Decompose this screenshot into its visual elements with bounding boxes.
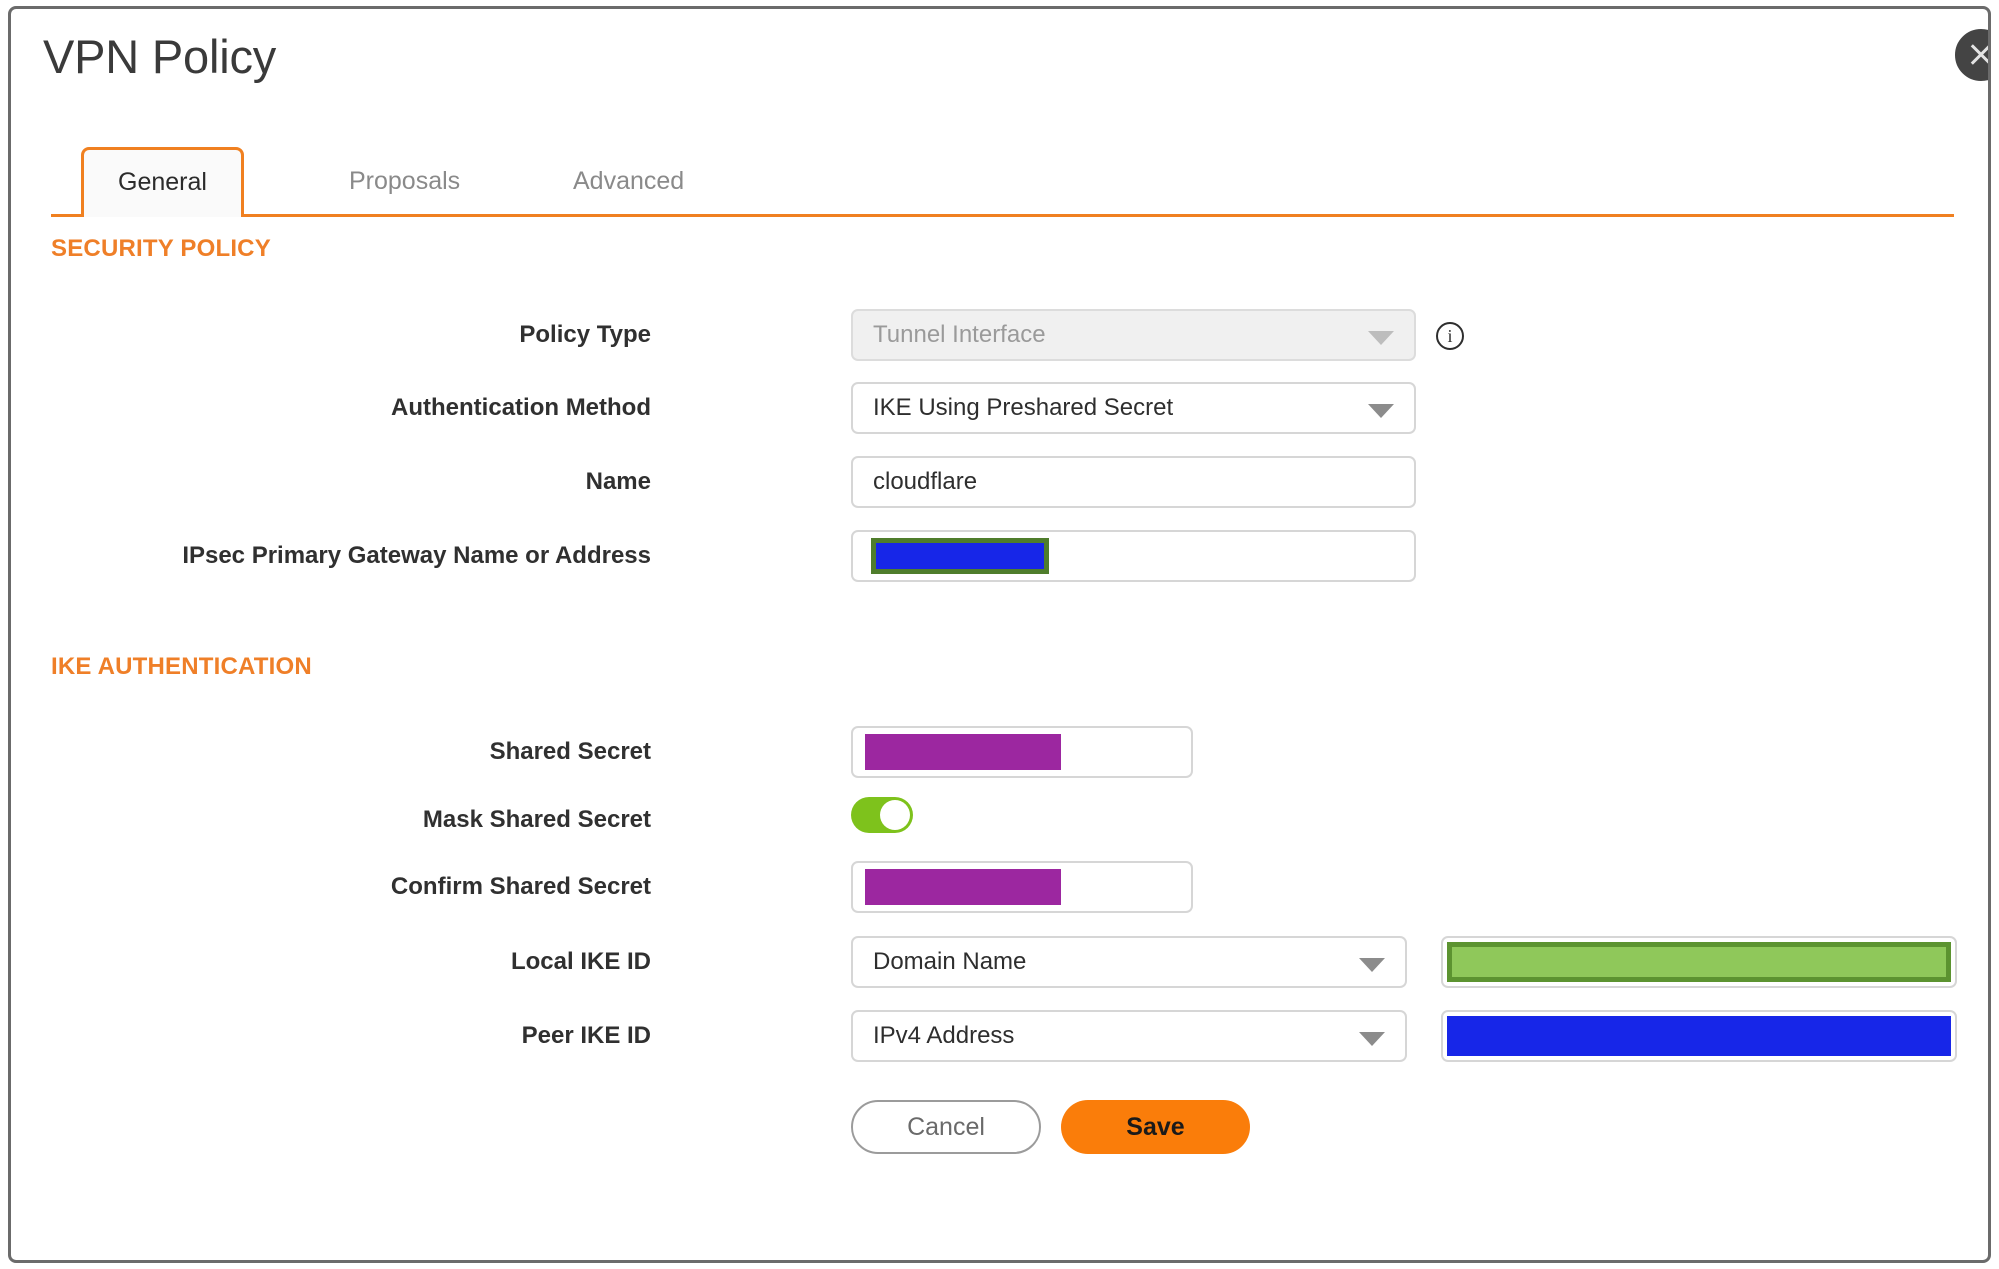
info-icon[interactable]: i — [1436, 322, 1464, 350]
redaction-block-local-ike-id — [1447, 942, 1951, 982]
local-ike-id-select[interactable]: Domain Name — [851, 936, 1407, 988]
peer-ike-id-value-input[interactable] — [1441, 1010, 1957, 1062]
authentication-method-select[interactable]: IKE Using Preshared Secret — [851, 382, 1416, 434]
chevron-down-icon — [1359, 958, 1385, 972]
label-ipsec-gateway: IPsec Primary Gateway Name or Address — [182, 542, 651, 569]
label-local-ike-id: Local IKE ID — [510, 948, 651, 975]
name-value: cloudflare — [873, 468, 978, 495]
tab-proposals[interactable]: Proposals — [349, 167, 461, 195]
label-mask-shared-secret: Mask Shared Secret — [422, 806, 651, 833]
policy-type-value: Tunnel Interface — [873, 321, 1046, 348]
policy-type-select[interactable]: Tunnel Interface — [851, 309, 1416, 361]
section-heading-security-policy: SECURITY POLICY — [51, 235, 271, 262]
shared-secret-input[interactable] — [851, 726, 1193, 778]
cancel-button[interactable]: Cancel — [851, 1100, 1041, 1154]
close-icon[interactable] — [1952, 26, 1988, 84]
local-ike-id-value: Domain Name — [873, 948, 1027, 975]
label-confirm-shared-secret: Confirm Shared Secret — [390, 873, 651, 900]
redaction-block-confirm-shared-secret — [865, 869, 1061, 905]
tab-advanced[interactable]: Advanced — [573, 167, 685, 195]
section-heading-ike-authentication: IKE AUTHENTICATION — [51, 653, 312, 680]
local-ike-id-value-input[interactable] — [1441, 936, 1957, 988]
ipsec-gateway-input[interactable] — [851, 530, 1416, 582]
label-name: Name — [585, 468, 651, 495]
chevron-down-icon — [1368, 331, 1394, 345]
redaction-block-peer-ike-id — [1447, 1016, 1951, 1056]
label-peer-ike-id: Peer IKE ID — [521, 1022, 651, 1049]
tab-underline — [51, 214, 1954, 217]
authentication-method-value: IKE Using Preshared Secret — [873, 394, 1174, 421]
chevron-down-icon — [1359, 1032, 1385, 1046]
peer-ike-id-select[interactable]: IPv4 Address — [851, 1010, 1407, 1062]
peer-ike-id-value: IPv4 Address — [873, 1022, 1015, 1049]
redaction-block-ipsec-gateway — [871, 538, 1049, 574]
label-authentication-method: Authentication Method — [391, 394, 651, 421]
label-shared-secret: Shared Secret — [489, 738, 651, 765]
label-policy-type: Policy Type — [519, 321, 651, 348]
save-button[interactable]: Save — [1061, 1100, 1250, 1154]
tab-general[interactable]: General — [81, 147, 244, 217]
name-input[interactable]: cloudflare — [851, 456, 1416, 508]
redaction-block-shared-secret — [865, 734, 1061, 770]
chevron-down-icon — [1368, 404, 1394, 418]
vpn-policy-dialog: VPN Policy General Proposals Advanced SE… — [8, 6, 1991, 1263]
mask-shared-secret-toggle[interactable] — [851, 797, 913, 833]
tab-bar: General Proposals Advanced — [51, 147, 1954, 217]
page-title: VPN Policy — [43, 30, 277, 83]
toggle-knob — [880, 800, 910, 830]
confirm-shared-secret-input[interactable] — [851, 861, 1193, 913]
